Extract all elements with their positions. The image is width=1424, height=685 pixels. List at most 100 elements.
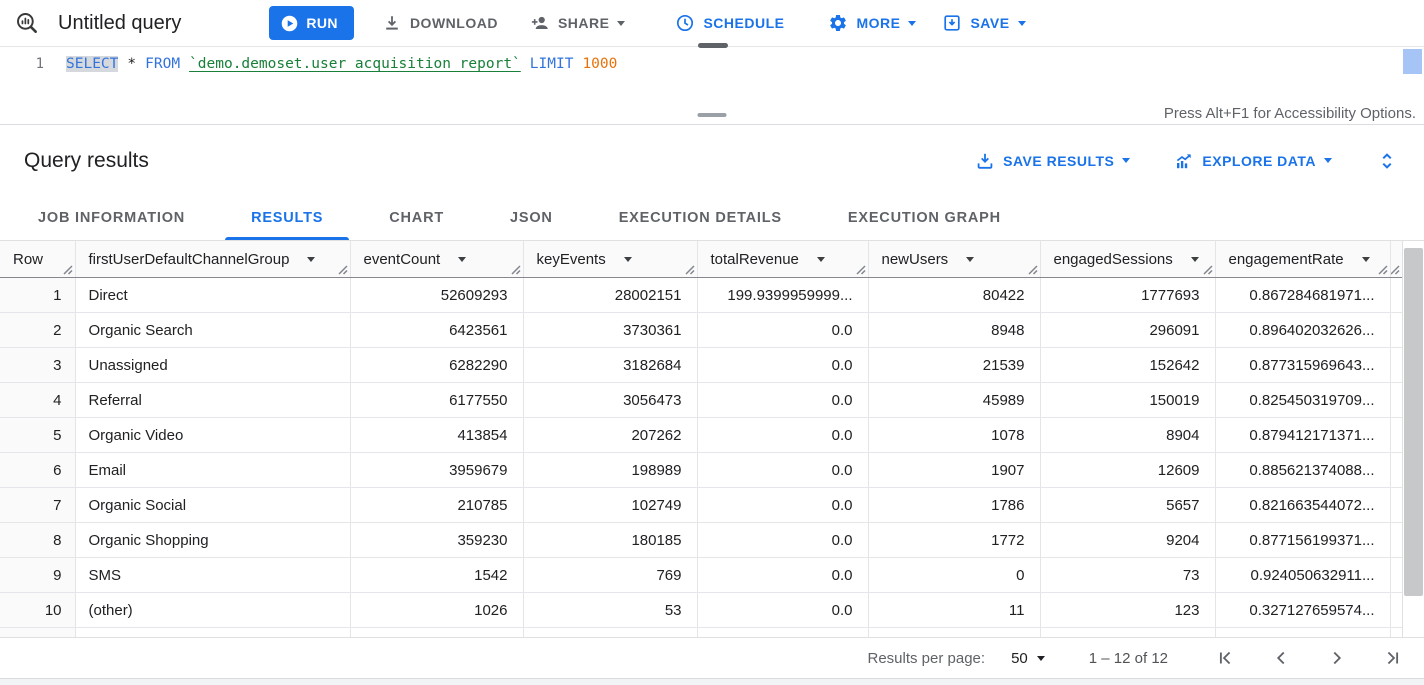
cell: 0.885621374088... <box>1215 452 1391 488</box>
column-header-engagementRate[interactable]: engagementRate <box>1215 241 1391 278</box>
cell: 1026 <box>350 592 524 628</box>
table-row: 2 Organic Search 6423561 3730361 0.0 8948 2960… <box>0 312 1402 348</box>
clock-icon <box>675 13 695 33</box>
cell: 11 <box>868 592 1041 628</box>
page-size-select[interactable]: 50 <box>1011 650 1045 667</box>
column-resize-handle[interactable] <box>1202 265 1213 275</box>
cell: 0.879412171371... <box>1215 417 1391 453</box>
column-header-firstUserDefaultChannelGroup[interactable]: firstUserDefaultChannelGroup <box>75 241 351 278</box>
row-number-cell: 3 <box>0 347 76 383</box>
last-page-button[interactable] <box>1382 647 1404 669</box>
column-label: firstUserDefaultChannelGroup <box>88 250 290 268</box>
query-toolbar: Untitled query RUN DOWNLOAD SHARE SCHE <box>0 0 1424 47</box>
play-circle-icon <box>280 14 299 33</box>
tab-results[interactable]: RESULTS <box>225 196 350 240</box>
cell: (other) <box>75 592 351 628</box>
save-results-button[interactable]: SAVE RESULTS <box>975 151 1131 171</box>
tab-chart[interactable]: CHART <box>363 196 470 240</box>
cell: 198989 <box>523 452 698 488</box>
editor-resize-handle[interactable] <box>698 43 728 48</box>
column-resize-handle[interactable] <box>684 265 695 275</box>
cell: 3182684 <box>523 347 698 383</box>
table-scrollbar-track[interactable] <box>1402 241 1424 637</box>
column-menu-caret-icon[interactable] <box>816 256 825 262</box>
window-bottom-strip <box>0 678 1424 685</box>
results-title: Query results <box>24 148 149 172</box>
cell: Referral <box>75 382 351 418</box>
sql-code-line[interactable]: SELECT * FROM `demo.demoset.user_acquisi… <box>66 56 626 72</box>
schedule-button[interactable]: SCHEDULE <box>675 13 784 33</box>
column-menu-caret-icon[interactable] <box>1361 256 1370 262</box>
column-menu-caret-icon[interactable] <box>1190 256 1199 262</box>
column-header-totalRevenue[interactable]: totalRevenue <box>697 241 869 278</box>
column-header-keyEvents[interactable]: keyEvents <box>523 241 698 278</box>
cell: 0.877315969643... <box>1215 347 1391 383</box>
cell: Email <box>75 452 351 488</box>
cell: 0.0 <box>697 417 869 453</box>
filler-cell <box>1390 557 1402 593</box>
column-menu-caret-icon[interactable] <box>307 256 316 262</box>
table-row: 3 Unassigned 6282290 3182684 0.0 21539 152642 0… <box>0 347 1402 383</box>
cell: 102749 <box>523 487 698 523</box>
download-button[interactable]: DOWNLOAD <box>382 13 498 33</box>
column-resize-handle[interactable] <box>1390 265 1400 275</box>
next-page-button[interactable] <box>1326 647 1348 669</box>
column-header-newUsers[interactable]: newUsers <box>868 241 1041 278</box>
tab-job-information[interactable]: JOB INFORMATION <box>12 196 211 240</box>
row-number-cell: 11 <box>0 627 76 637</box>
share-button[interactable]: SHARE <box>530 13 626 33</box>
sql-keyword-select: SELECT <box>66 56 119 72</box>
sql-keyword-from: FROM <box>145 56 181 72</box>
table-header-row: Row firstUserDefaultChannelGroup eventCoun… <box>0 241 1403 278</box>
tab-execution-details[interactable]: EXECUTION DETAILS <box>593 196 808 240</box>
cell: 3959679 <box>350 452 524 488</box>
cell: Direct <box>75 277 351 313</box>
previous-page-button[interactable] <box>1270 647 1292 669</box>
cell: 0.0 <box>697 487 869 523</box>
save-icon <box>942 13 962 33</box>
cell: 21539 <box>868 347 1041 383</box>
first-page-button[interactable] <box>1214 647 1236 669</box>
column-menu-caret-icon[interactable] <box>623 256 632 262</box>
schedule-button-label: SCHEDULE <box>703 15 785 31</box>
table-scrollbar-thumb[interactable] <box>1404 248 1423 596</box>
more-button[interactable]: MORE <box>828 13 917 33</box>
run-button[interactable]: RUN <box>269 6 354 40</box>
expand-results-button[interactable] <box>1376 150 1398 172</box>
sql-table-reference-link[interactable]: `demo.demoset.user_acquisition_report` <box>189 56 521 72</box>
editor-scrollbar-thumb[interactable] <box>1403 49 1422 74</box>
column-resize-handle[interactable] <box>337 265 348 275</box>
sql-editor[interactable]: 1 SELECT * FROM `demo.demoset.user_acqui… <box>0 47 1424 103</box>
save-button[interactable]: SAVE <box>942 13 1026 33</box>
cell: 296091 <box>1040 312 1216 348</box>
explore-data-button[interactable]: EXPLORE DATA <box>1174 151 1332 171</box>
cell: 1907 <box>868 452 1041 488</box>
cell: 0.0 <box>697 347 869 383</box>
column-menu-caret-icon[interactable] <box>458 256 467 262</box>
filler-cell <box>1390 452 1402 488</box>
cell: 6423561 <box>350 312 524 348</box>
column-resize-handle[interactable] <box>62 265 73 275</box>
column-header-eventCount[interactable]: eventCount <box>350 241 524 278</box>
column-header-engagedSessions[interactable]: engagedSessions <box>1040 241 1216 278</box>
tab-json[interactable]: JSON <box>484 196 579 240</box>
editor-status-row: Press Alt+F1 for Accessibility Options. <box>0 103 1424 125</box>
query-magnifier-icon <box>14 10 40 36</box>
tab-execution-graph[interactable]: EXECUTION GRAPH <box>822 196 1027 240</box>
line-number: 1 <box>35 56 44 72</box>
cell: Unassigned <box>75 347 351 383</box>
cell: 0.896402032626... <box>1215 312 1391 348</box>
table-row: 6 Email 3959679 198989 0.0 1907 12609 0.8856213… <box>0 452 1402 488</box>
row-number-cell: 9 <box>0 557 76 593</box>
results-splitter-handle[interactable] <box>697 113 727 117</box>
save-results-download-icon <box>975 151 995 171</box>
cell: 1777693 <box>1040 277 1216 313</box>
column-resize-handle[interactable] <box>1377 265 1388 275</box>
column-resize-handle[interactable] <box>855 265 866 275</box>
tab-label: JSON <box>510 210 553 226</box>
column-menu-caret-icon[interactable] <box>966 256 975 262</box>
column-resize-handle[interactable] <box>510 265 521 275</box>
column-resize-handle[interactable] <box>1027 265 1038 275</box>
cell: 73 <box>1040 557 1216 593</box>
